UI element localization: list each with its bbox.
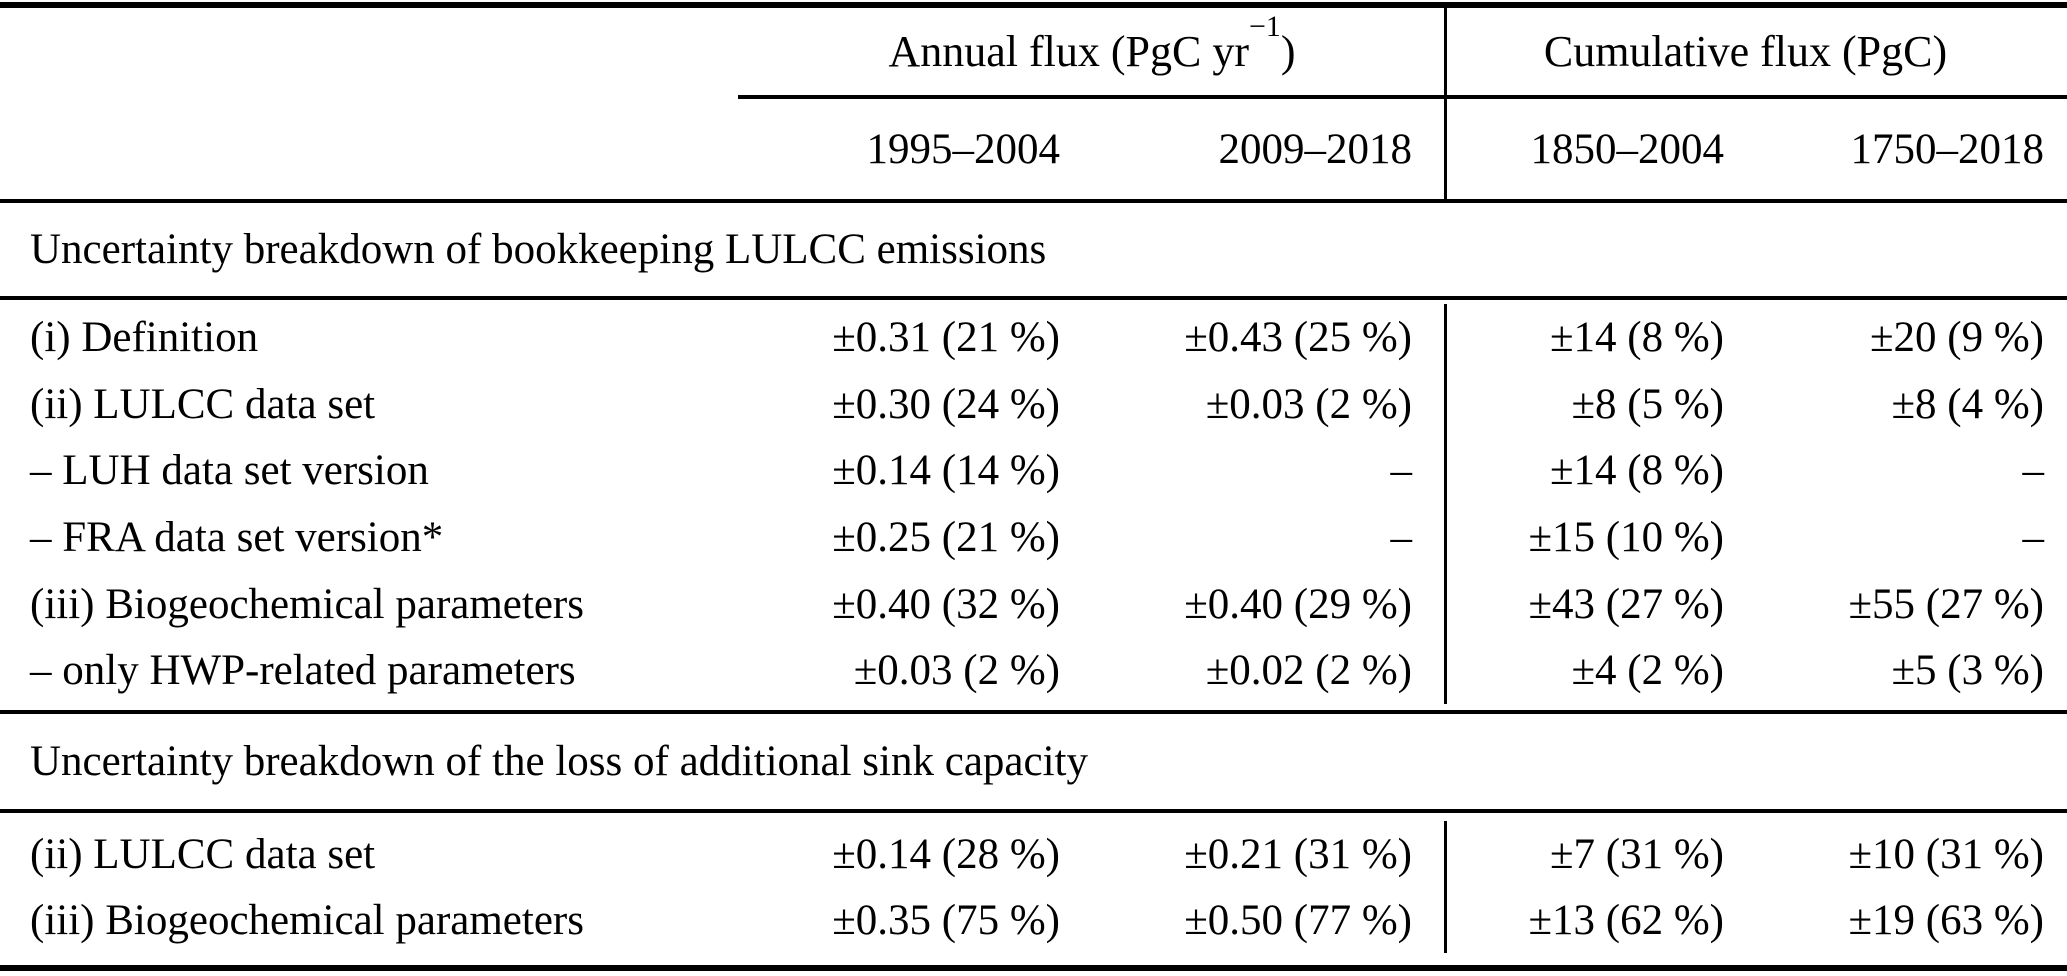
table-row: – FRA data set version* ±0.25 (21 %) – ±…: [0, 504, 2067, 571]
cumulative-flux-label: Cumulative flux (PgC): [1543, 26, 1948, 76]
group-header-cumulative-flux: Cumulative flux (PgC): [1444, 8, 2067, 95]
row-label: (i) Definition: [30, 313, 259, 361]
cell-value: ±0.03 (2 %): [853, 647, 1060, 695]
section-title-sink-capacity: Uncertainty breakdown of the loss of add…: [0, 714, 2067, 809]
cell-value: ±13 (62 %): [1444, 887, 1724, 953]
section-title-bookkeeping: Uncertainty breakdown of bookkeeping LUL…: [0, 203, 2067, 296]
cell-value: ±14 (8 %): [1444, 437, 1724, 505]
cell-value: –: [1390, 447, 1413, 495]
table-row: – only HWP-related parameters ±0.03 (2 %…: [0, 637, 2067, 705]
cell-value: ±0.30 (24 %): [832, 380, 1060, 428]
table-row: (i) Definition ±0.31 (21 %) ±0.43 (25 %)…: [0, 304, 2067, 371]
section-bookkeeping-rows: (i) Definition ±0.31 (21 %) ±0.43 (25 %)…: [0, 300, 2067, 710]
cell-value: –: [2022, 447, 2045, 495]
cell-value: ±0.03 (2 %): [1205, 380, 1412, 428]
cell-value: ±5 (3 %): [1891, 647, 2044, 695]
table-row: (ii) LULCC data set ±0.14 (28 %) ±0.21 (…: [0, 821, 2067, 887]
group-header-underline: [738, 95, 2067, 99]
cell-value: –: [2022, 513, 2045, 561]
table-row: (ii) LULCC data set ±0.30 (24 %) ±0.03 (…: [0, 370, 2067, 438]
cell-value: ±0.40 (32 %): [832, 580, 1060, 628]
year-column-header: 1750–2018: [1850, 125, 2045, 173]
table-row: (iii) Biogeochemical parameters ±0.35 (7…: [0, 887, 2067, 953]
row-label: (iii) Biogeochemical parameters: [30, 580, 584, 628]
table-row: – LUH data set version ±0.14 (14 %) – ±1…: [0, 437, 2067, 505]
year-column-header: 2009–2018: [1218, 125, 1413, 173]
cell-value: ±0.02 (2 %): [1205, 647, 1412, 695]
section-title-text: Uncertainty breakdown of bookkeeping LUL…: [30, 226, 1047, 273]
annual-flux-label: Annual flux (PgC yr−1): [888, 10, 1296, 76]
group-header-annual-flux: Annual flux (PgC yr−1): [740, 8, 1444, 95]
header-spacer: [0, 8, 740, 95]
cell-value: ±0.50 (77 %): [1184, 896, 1412, 944]
cell-value: ±15 (10 %): [1444, 504, 1724, 571]
superscript-exponent: −1: [1249, 10, 1281, 44]
year-column-header: 1850–2004: [1444, 99, 1724, 199]
bottom-rule: [0, 965, 2067, 971]
row-label: (iii) Biogeochemical parameters: [30, 896, 584, 944]
row-label: – only HWP-related parameters: [30, 647, 576, 695]
cell-value: ±10 (31 %): [1848, 830, 2044, 878]
row-label: (ii) LULCC data set: [30, 830, 376, 878]
column-group-header-row: Annual flux (PgC yr−1) Cumulative flux (…: [0, 8, 2067, 95]
cell-value: ±4 (2 %): [1444, 637, 1724, 705]
row-label: – LUH data set version: [30, 447, 429, 495]
cell-value: ±0.14 (28 %): [832, 830, 1060, 878]
section-sink-capacity-rows: (ii) LULCC data set ±0.14 (28 %) ±0.21 (…: [0, 813, 2067, 965]
cell-value: ±0.35 (75 %): [832, 896, 1060, 944]
cell-value: ±20 (9 %): [1869, 313, 2044, 361]
cell-value: ±0.31 (21 %): [832, 313, 1060, 361]
row-label: (ii) LULCC data set: [30, 380, 376, 428]
section-title-text: Uncertainty breakdown of the loss of add…: [30, 738, 1088, 785]
cell-value: ±0.14 (14 %): [832, 447, 1060, 495]
section-rule: [0, 710, 2067, 714]
table-row: (iii) Biogeochemical parameters ±0.40 (3…: [0, 570, 2067, 638]
cell-value: –: [1390, 513, 1413, 561]
section-rule: [0, 296, 2067, 300]
cell-value: ±0.25 (21 %): [832, 513, 1060, 561]
cell-value: ±14 (8 %): [1444, 304, 1724, 371]
section-rule: [0, 809, 2067, 813]
cell-value: ±0.43 (25 %): [1184, 313, 1412, 361]
cell-value: ±0.21 (31 %): [1184, 830, 1412, 878]
cell-value: ±19 (63 %): [1848, 896, 2044, 944]
year-column-header: 1995–2004: [866, 125, 1061, 173]
cell-value: ±55 (27 %): [1848, 580, 2044, 628]
cell-value: ±43 (27 %): [1444, 570, 1724, 638]
cell-value: ±8 (4 %): [1891, 380, 2044, 428]
year-columns-header-row: 1995–2004 2009–2018 1850–2004 1750–2018: [0, 99, 2067, 199]
cell-value: ±8 (5 %): [1444, 370, 1724, 438]
section-rule: [0, 199, 2067, 203]
row-label: – FRA data set version*: [30, 513, 444, 561]
cell-value: ±0.40 (29 %): [1184, 580, 1412, 628]
years-spacer: [0, 99, 740, 199]
top-rule: [0, 2, 2067, 8]
cell-value: ±7 (31 %): [1444, 821, 1724, 887]
